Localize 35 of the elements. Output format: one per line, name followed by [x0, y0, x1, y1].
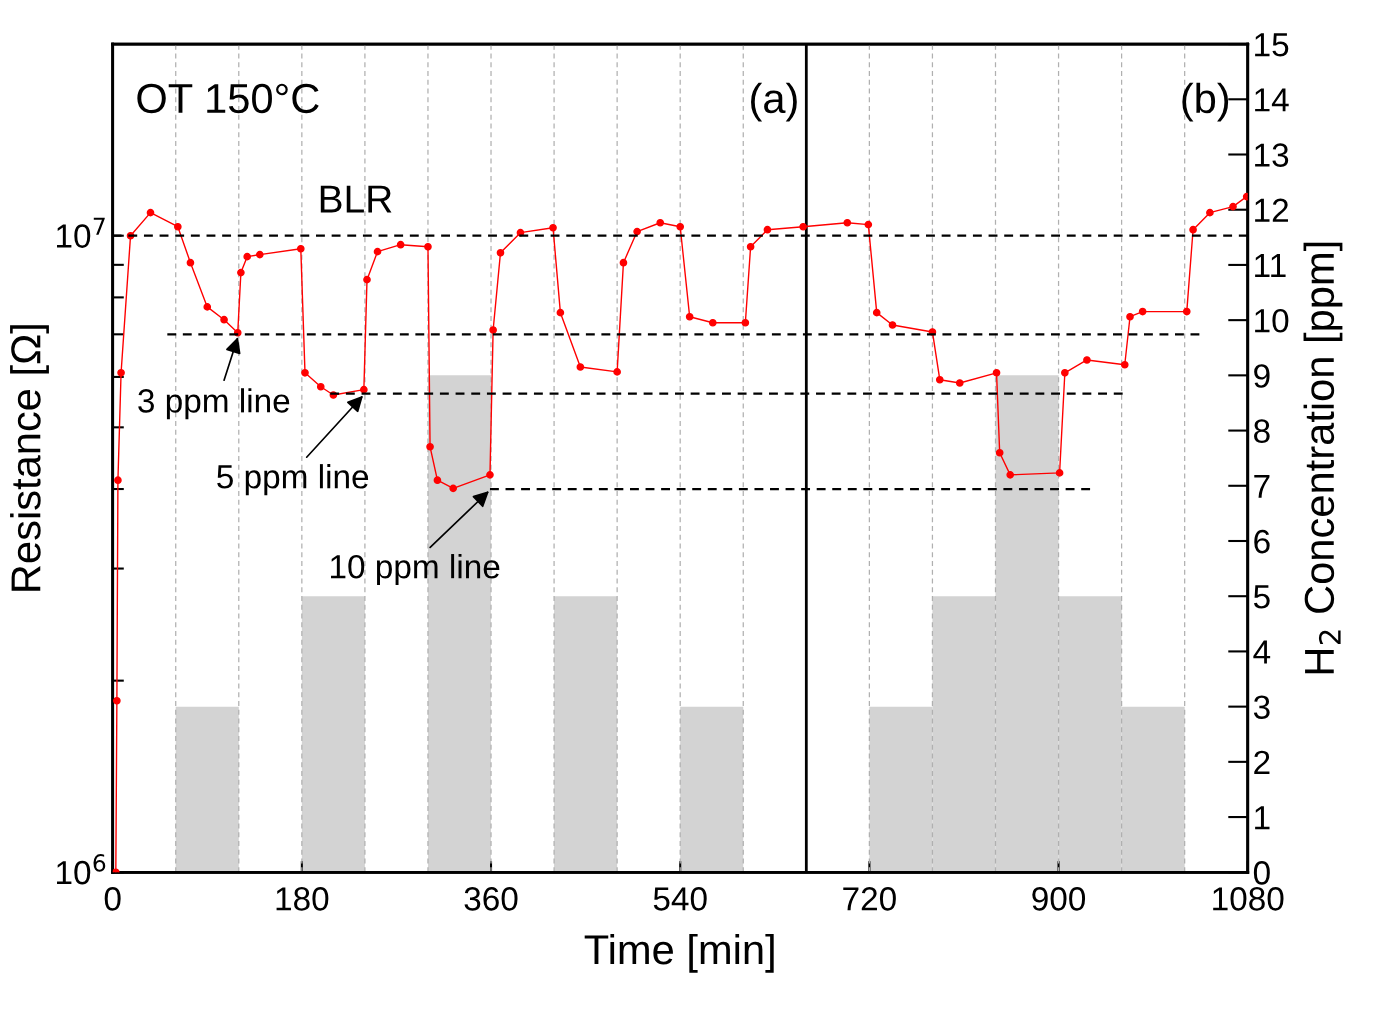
x-tick-label: 1080 [1213, 887, 1284, 911]
y2-tick-label: 14 [1255, 88, 1289, 112]
y2-tick-label: 5 [1253, 585, 1270, 609]
y2-tick-label: 10 [1255, 308, 1289, 333]
y2-tick-label: 0 [1253, 861, 1270, 885]
annotation: 10 ppm line [331, 554, 500, 586]
annotation: BLR [320, 185, 392, 213]
x-tick-label: 180 [276, 887, 329, 911]
y2-tick-label: 12 [1255, 198, 1288, 222]
x-tick-label: 360 [464, 887, 518, 911]
x-tick-label: 0 [104, 887, 121, 911]
y2-tick-label: 6 [1254, 529, 1270, 554]
y-tick-label: 10$^{7}$ [57, 217, 105, 248]
y2-tick-label: 8 [1254, 419, 1270, 443]
x-tick-label: 720 [843, 887, 896, 911]
y2-tick-label: 3 [1253, 695, 1270, 720]
y2-tick-label: 2 [1254, 750, 1270, 774]
annotation: 5 ppm line [217, 464, 369, 496]
y-axis-title: Resistance [Ω] [10, 325, 49, 591]
y2-tick-label: 1 [1255, 806, 1270, 830]
y2-tick-label: 9 [1254, 364, 1270, 388]
x-tick-label: 900 [1032, 887, 1086, 911]
x-tick-label: 540 [653, 887, 707, 911]
annotation: OT 150°C [137, 83, 319, 114]
y2-tick-label: 7 [1254, 474, 1270, 498]
x-axis-title: Time [min] [584, 933, 774, 973]
y2-axis-title: H$_{2}$ Concentration [ppm] [1303, 242, 1343, 674]
y-tick-label: 10$^{6}$ [57, 854, 106, 885]
annotation: 3 ppm line [138, 388, 290, 420]
y2-tick-label: 11 [1255, 254, 1286, 278]
annotation: (a) [751, 82, 797, 122]
y2-tick-label: 13 [1255, 143, 1289, 167]
y2-tick-label: 4 [1253, 640, 1271, 664]
annotation: (b) [1182, 82, 1229, 122]
y2-tick-label: 15 [1255, 33, 1289, 57]
